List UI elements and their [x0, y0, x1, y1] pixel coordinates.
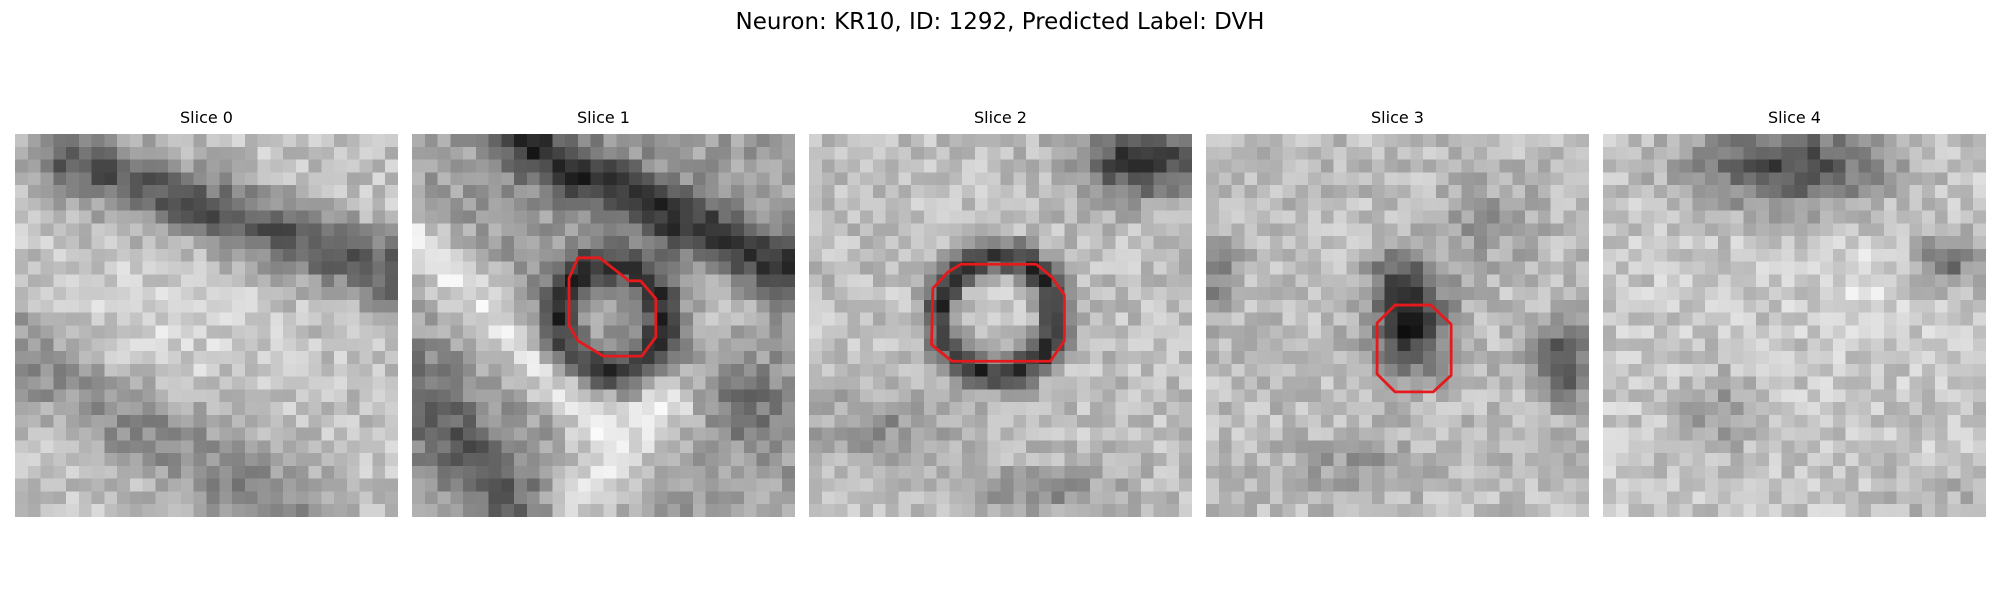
- neuron-contour: [567, 256, 658, 358]
- slice-title: Slice 4: [1768, 108, 1821, 127]
- neuron-contour: [1375, 303, 1453, 394]
- neuron-contour: [930, 262, 1066, 363]
- slice-image: [15, 134, 398, 517]
- slice-panel-1: Slice 1: [412, 108, 795, 517]
- slice-title: Slice 0: [180, 108, 233, 127]
- slice-image: [809, 134, 1192, 517]
- slice-panel-2: Slice 2: [809, 108, 1192, 517]
- slice-title: Slice 3: [1371, 108, 1424, 127]
- slice-image: [1206, 134, 1589, 517]
- slice-image: [1603, 134, 1986, 517]
- slice-title: Slice 2: [974, 108, 1027, 127]
- slice-title: Slice 1: [577, 108, 630, 127]
- slice-panel-3: Slice 3: [1206, 108, 1589, 517]
- figure-title: Neuron: KR10, ID: 1292, Predicted Label:…: [735, 9, 1265, 35]
- slice-panel-4: Slice 4: [1603, 108, 1986, 517]
- slice-panel-0: Slice 0: [15, 108, 398, 517]
- slice-image: [412, 134, 795, 517]
